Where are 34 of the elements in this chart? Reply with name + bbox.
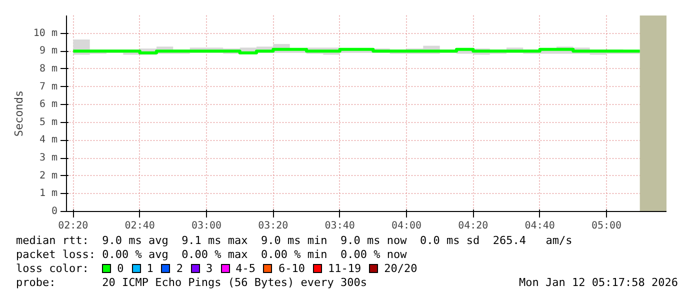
y-tick-label: 2 m	[39, 170, 58, 182]
y-tick-label: 4 m	[39, 134, 58, 146]
x-tick-label: 03:00	[191, 220, 222, 232]
text: median rtt: 9.0 ms avg 9.1 ms max 9.0 ms min 9.0 ms now 0.0 ms sd 265.4 am/s	[16, 234, 574, 248]
text: probe: 20 ICMP Echo Pings (56 Bytes) every 300s	[16, 276, 367, 290]
legend-label: 4-5	[236, 262, 256, 275]
y-tick-label: 8 m	[39, 63, 58, 74]
text: packet loss: 0.00 % avg 0.00 % max 0.00 % min 0.00 % now	[16, 248, 408, 262]
legend-label: 2	[176, 262, 183, 275]
x-tick-label: 03:40	[324, 220, 355, 232]
y-tick-label: 9 m	[39, 46, 58, 57]
x-tick-label: 05:00	[591, 220, 622, 232]
y-tick-label: 7 m	[39, 81, 58, 92]
legend-label: 11-19	[328, 262, 362, 275]
x-tick-label: 04:20	[458, 220, 488, 232]
legend-label: 6-10	[278, 262, 305, 275]
y-tick-label: 0	[51, 206, 58, 217]
x-tick-label: 04:40	[524, 220, 555, 232]
y-tick-label: 6 m	[39, 99, 58, 110]
y-tick-label: 5 m	[39, 116, 58, 128]
y-tick-label: 3 m	[39, 152, 58, 164]
x-tick-label: 02:20	[58, 220, 88, 232]
legend-label: 1	[146, 262, 154, 275]
legend-title: loss color:	[16, 262, 90, 275]
x-tick-label: 03:20	[258, 220, 288, 232]
x-tick-label: 04:00	[391, 220, 422, 232]
legend-label: 0	[117, 262, 124, 275]
legend-label: 20/20	[384, 262, 418, 275]
y-tick-label: 10 m	[33, 28, 58, 39]
x-tick-label: 02:40	[124, 220, 155, 232]
y-axis-title: Seconds	[12, 90, 26, 137]
text: Mon Jan 12 05:17:58 2026	[519, 276, 678, 290]
y-tick-label: 1 m	[39, 188, 58, 200]
legend-label: 3	[206, 262, 213, 275]
